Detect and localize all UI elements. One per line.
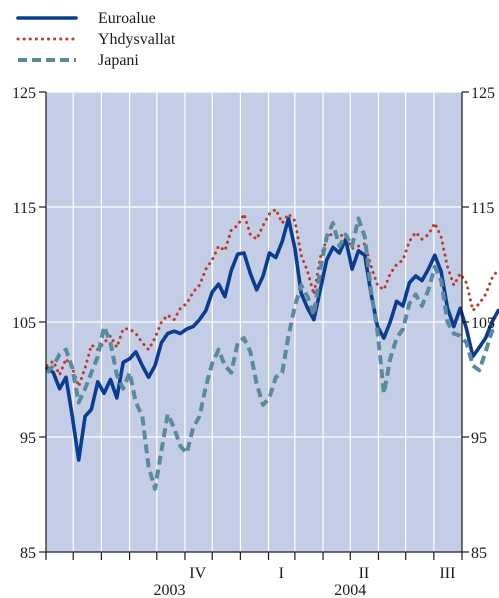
- x-tick-label-year: 2004: [334, 582, 366, 598]
- legend-label-japani: Japani: [98, 52, 139, 69]
- x-tick-label-year: 2003: [154, 582, 186, 598]
- y-tick-label-left: 95: [20, 430, 36, 447]
- y-tick-label-right: 125: [471, 85, 495, 102]
- y-tick-label-right: 85: [471, 545, 487, 562]
- series-line-yhdysvallat: [45, 207, 499, 388]
- legend: Euroalue Yhdysvallat Japani: [16, 10, 176, 69]
- legend-item-2: Japani: [18, 52, 139, 69]
- legend-label-yhdysvallat: Yhdysvallat: [98, 31, 176, 48]
- y-tick-label-right: 105: [471, 315, 495, 332]
- y-tick-label-left: 125: [12, 85, 36, 102]
- legend-item-0: Euroalue: [16, 10, 156, 27]
- x-tick-label-quarter: I: [279, 565, 284, 582]
- x-tick-label-quarter: IV: [189, 565, 206, 582]
- y-tick-label-right: 95: [471, 430, 487, 447]
- legend-label-euroalue: Euroalue: [98, 10, 156, 27]
- series-line-euroalue: [45, 216, 499, 462]
- x-tick-label-quarter: II: [359, 565, 370, 582]
- y-tick-label-left: 105: [12, 315, 36, 332]
- x-tick-label-quarter: III: [439, 565, 455, 582]
- y-tick-label-left: 85: [20, 545, 36, 562]
- series-line-japani: [45, 216, 499, 491]
- series-lines: [45, 207, 499, 491]
- legend-item-1: Yhdysvallat: [16, 31, 176, 48]
- y-tick-label-right: 115: [471, 200, 494, 217]
- y-tick-label-left: 115: [13, 200, 36, 217]
